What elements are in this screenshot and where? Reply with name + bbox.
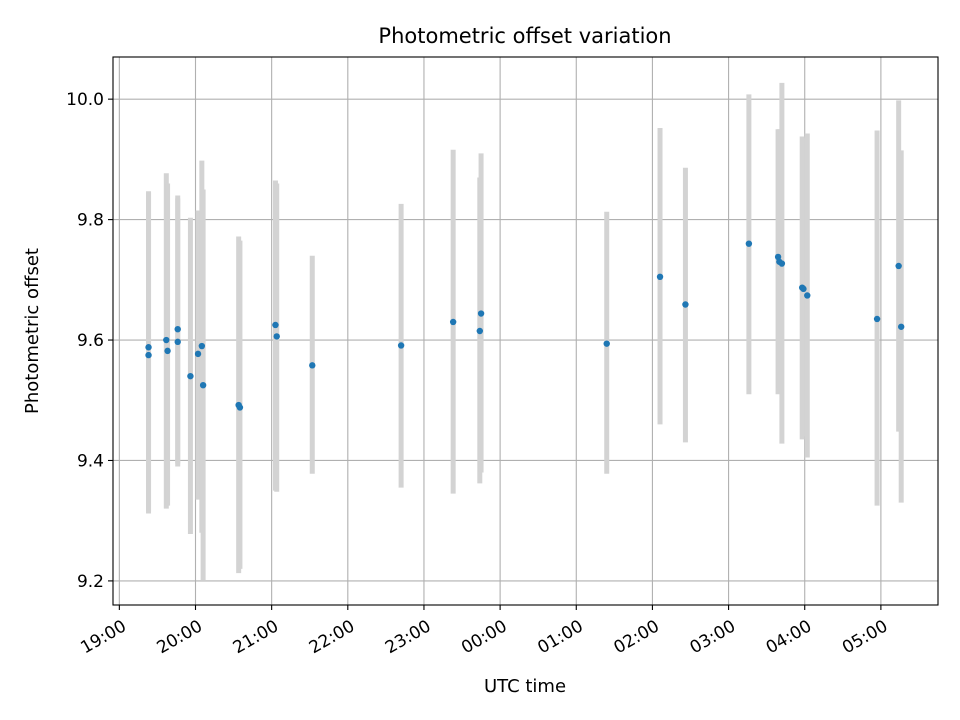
data-point	[603, 340, 610, 347]
x-tick-label: 04:00	[763, 616, 815, 658]
y-tick-label: 9.6	[77, 331, 104, 351]
x-tick-label: 02:00	[610, 616, 662, 658]
x-tick-label: 00:00	[458, 616, 510, 658]
x-tick-label: 19:00	[77, 616, 129, 658]
x-tick-label: 03:00	[687, 616, 739, 658]
x-axis-label: UTC time	[484, 676, 566, 697]
data-point	[194, 350, 202, 358]
x-tick-label: 01:00	[534, 616, 586, 658]
data-point	[774, 253, 782, 261]
y-axis-label: Photometric offset	[22, 248, 43, 414]
data-point	[198, 342, 206, 350]
x-tick-label: 22:00	[306, 616, 358, 658]
data-point	[199, 381, 207, 389]
data-point	[778, 260, 786, 267]
data-point	[272, 321, 279, 329]
data-point	[449, 318, 457, 326]
data-point	[804, 292, 811, 299]
error-bars	[146, 82, 904, 581]
x-tick-label: 05:00	[839, 616, 891, 658]
plot-area-frame	[112, 56, 939, 606]
data-point	[174, 325, 181, 333]
y-tick-label: 9.4	[77, 451, 104, 471]
data-point	[476, 327, 484, 335]
data-points	[145, 240, 905, 411]
data-point	[895, 262, 902, 270]
data-point	[236, 404, 244, 411]
data-point	[145, 344, 152, 351]
data-point	[187, 372, 194, 380]
data-point	[656, 273, 664, 281]
data-point	[745, 240, 753, 247]
chart-title: Photometric offset variation	[378, 24, 671, 48]
y-tick-label: 9.2	[77, 572, 104, 592]
data-point	[164, 347, 171, 355]
data-point	[145, 351, 152, 359]
data-point	[309, 362, 316, 369]
data-point	[174, 338, 181, 346]
y-tick-label: 9.8	[77, 211, 104, 231]
data-point	[163, 336, 170, 344]
data-point	[873, 315, 881, 323]
data-point	[897, 323, 905, 330]
data-point	[477, 310, 485, 317]
data-point	[273, 333, 280, 340]
x-tick-label: 23:00	[382, 616, 434, 658]
y-tick-label: 10.0	[66, 90, 104, 110]
data-point	[682, 301, 689, 308]
data-point	[800, 285, 807, 293]
data-point	[397, 342, 405, 349]
x-tick-label: 20:00	[154, 616, 206, 658]
x-tick-label: 21:00	[230, 616, 282, 658]
